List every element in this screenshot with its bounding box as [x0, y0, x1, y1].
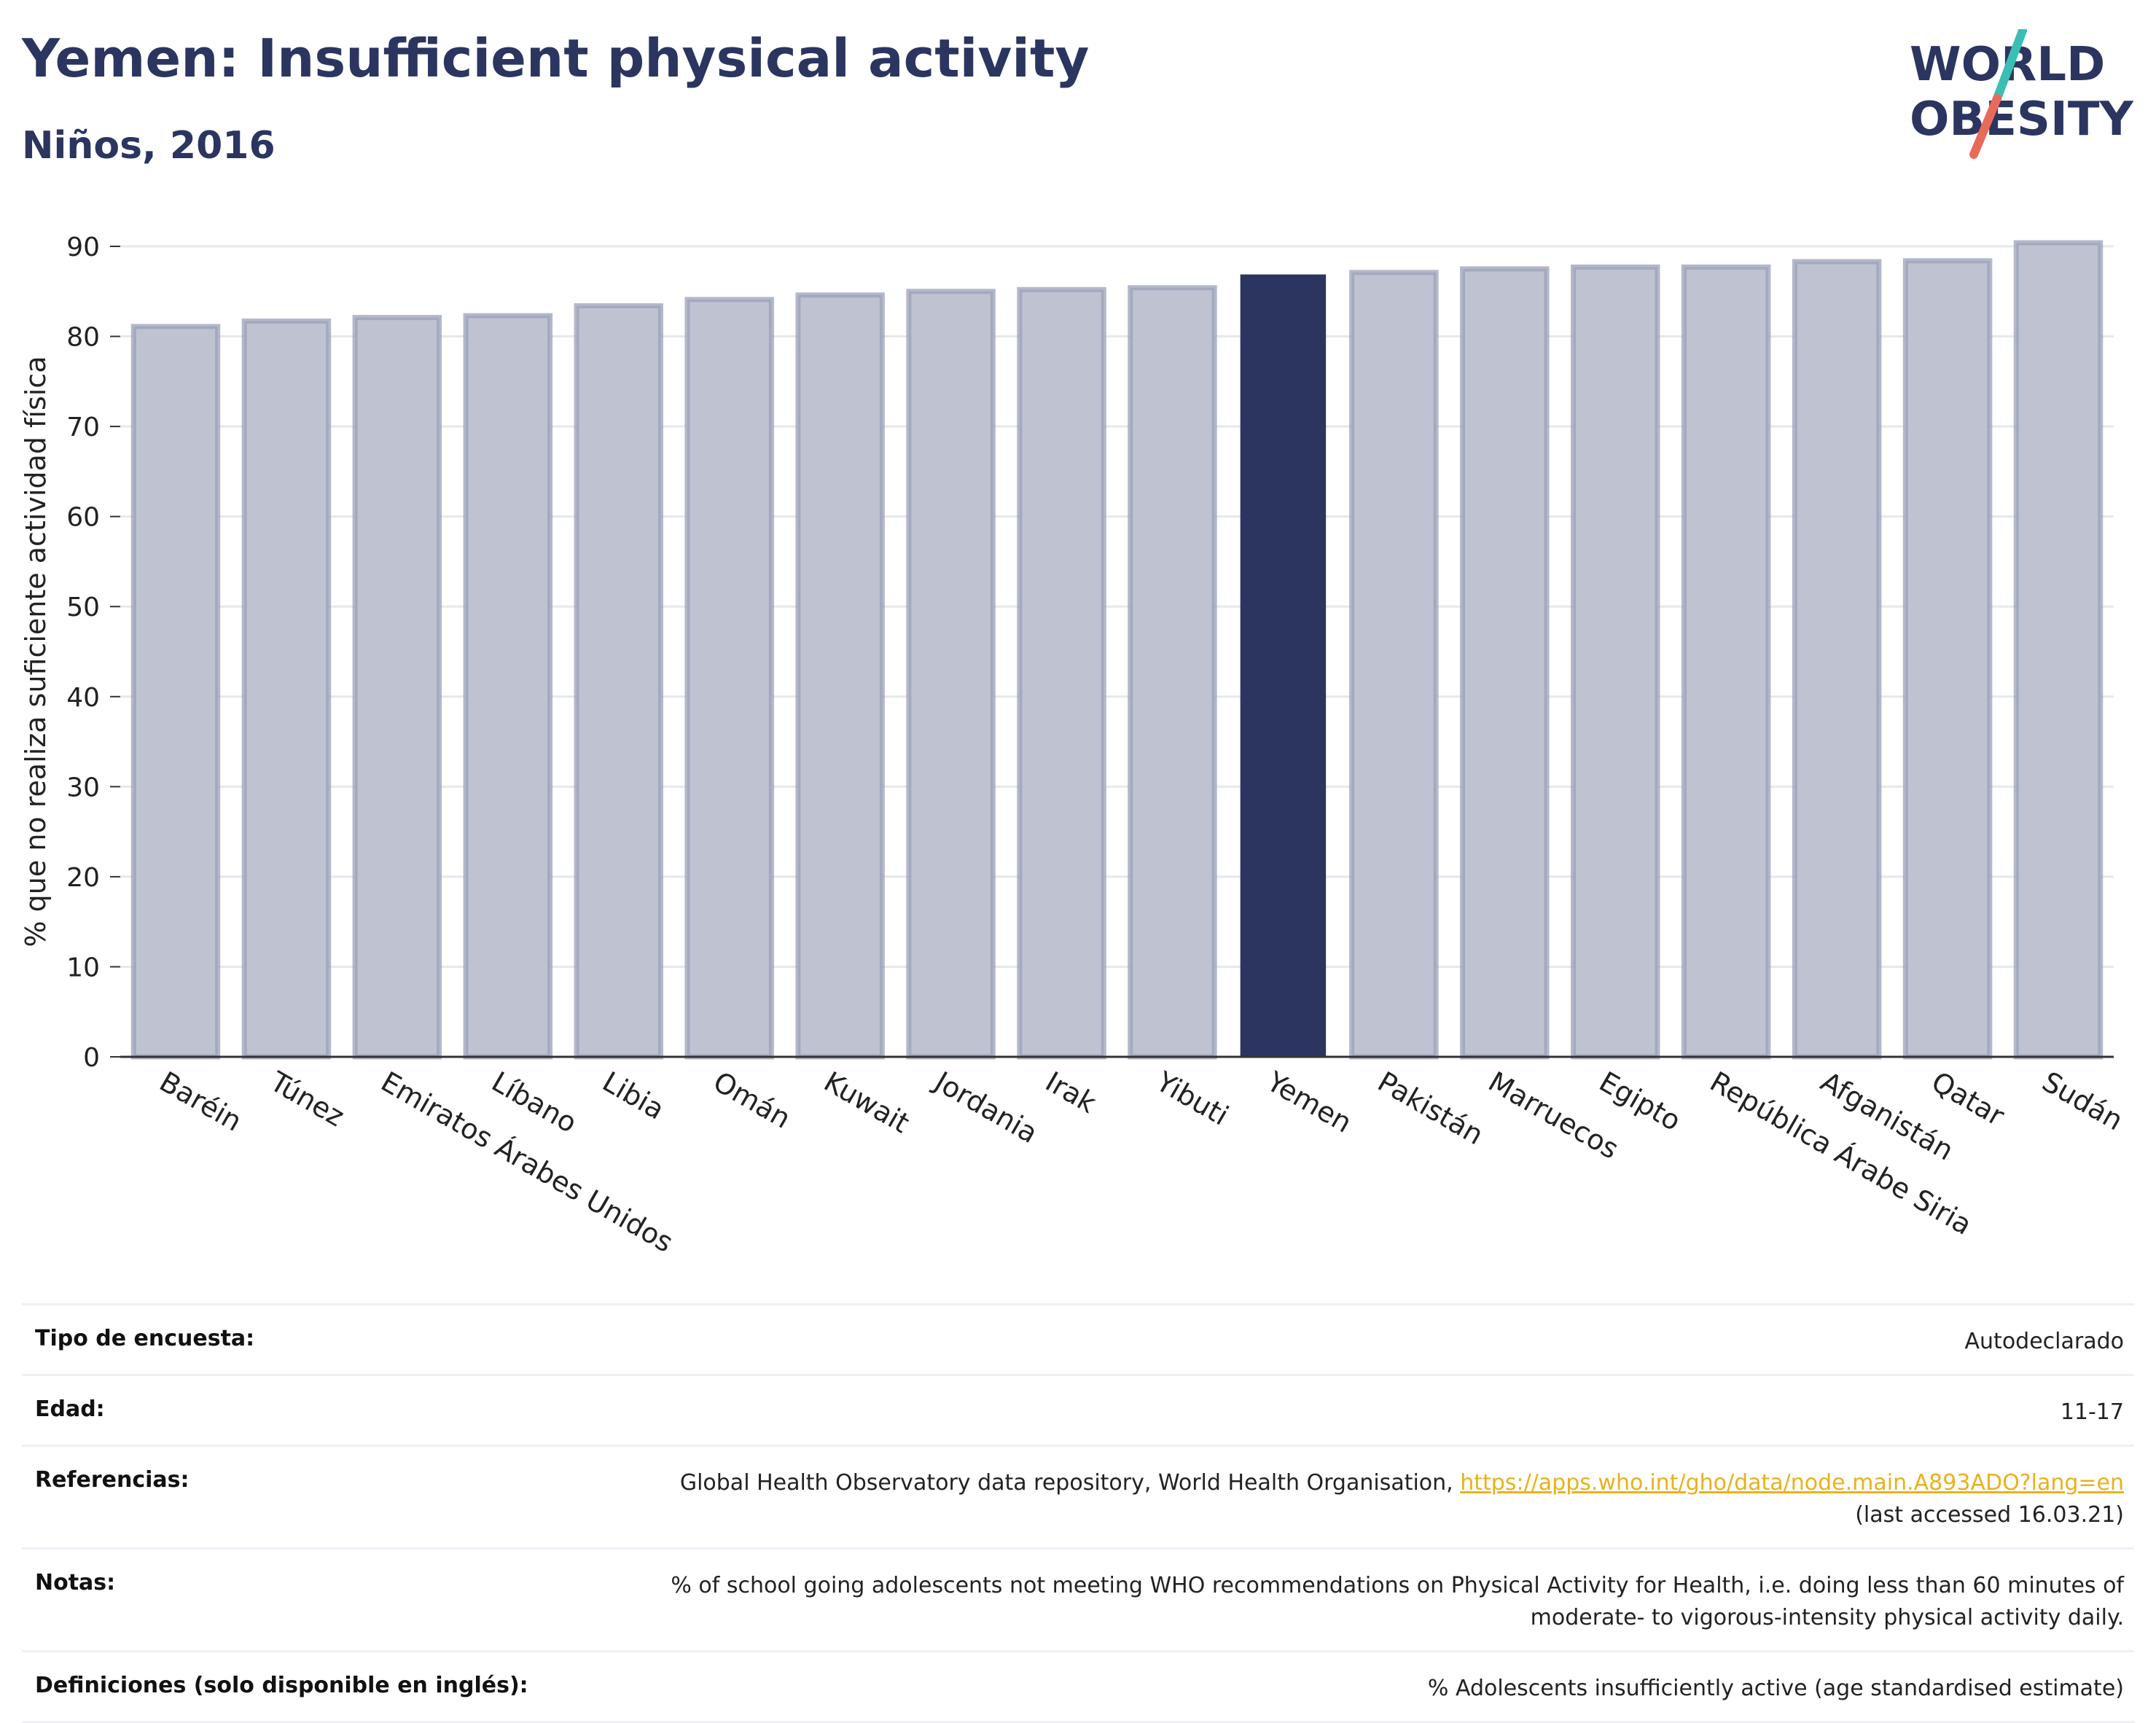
grid-lines [120, 245, 2114, 968]
page-title: Yemen: Insufficient physical activity [22, 28, 1090, 89]
bar-túnez [241, 319, 332, 1060]
bar-república-árabe-siria [1681, 264, 1771, 1060]
bar-egipto [1571, 264, 1660, 1060]
x-tick-label: Omán [708, 1066, 796, 1135]
info-label: Referencias: [35, 1467, 190, 1493]
x-tick-label: Yibuti [1150, 1065, 1234, 1132]
reference-link[interactable]: https://apps.who.int/gho/data/node.main.… [1460, 1470, 2124, 1496]
info-value: 11-17 [2061, 1396, 2134, 1429]
y-axis-label: % que no realiza suficiente actividad fí… [20, 356, 52, 948]
bar-libia [574, 303, 663, 1060]
info-value-text: Autodeclarado [1964, 1329, 2124, 1354]
bar-emiratos-árabes-unidos [352, 315, 442, 1060]
info-row: Referencias: Global Health Observatory da… [22, 1445, 2134, 1547]
info-row: Notas: % of school going adolescents not … [22, 1547, 2134, 1650]
info-value-text: % of school going adolescents not meetin… [671, 1573, 2124, 1630]
bars [130, 240, 2104, 1060]
x-tick-label: Kuwait [819, 1066, 915, 1140]
info-value: % Adolescents insufficiently active (age… [1428, 1673, 2134, 1705]
x-tick-label: Túnez [265, 1065, 350, 1133]
bar-pakistán [1349, 270, 1439, 1060]
info-label: Notas: [35, 1570, 116, 1595]
info-table: Tipo de encuesta: Autodeclarado Edad: 11-17… [22, 1303, 2134, 1723]
bar-baréin [130, 324, 221, 1060]
logo-slash-red [1969, 94, 2001, 159]
x-tick-label: Qatar [1926, 1066, 2010, 1133]
y-tick-label: 30 [66, 773, 100, 802]
bar-qatar [1902, 258, 1993, 1060]
bar-afganistán [1792, 259, 1882, 1060]
y-tick-label: 90 [66, 233, 100, 262]
x-tick-label: Egipto [1594, 1066, 1687, 1138]
logo-slash-teal [1993, 29, 2027, 103]
info-value: Autodeclarado [1965, 1326, 2134, 1358]
y-tick-label: 40 [66, 683, 100, 713]
info-value-note: (last accessed 16.03.21) [1855, 1502, 2124, 1528]
y-tick-label: 0 [83, 1043, 100, 1073]
y-tick-label: 10 [66, 953, 100, 982]
bar-líbano [463, 313, 553, 1060]
x-tick-label: Yemen [1261, 1065, 1357, 1139]
bar-sudán [2013, 240, 2104, 1060]
y-tick-label: 50 [66, 593, 100, 622]
bar-yibuti [1128, 285, 1217, 1060]
info-label: Edad: [35, 1396, 105, 1422]
x-tick-label: Pakistán [1372, 1066, 1489, 1152]
info-value: Global Health Observatory data repositor… [680, 1467, 2134, 1531]
y-tick-label: 20 [66, 863, 100, 893]
bar-kuwait [795, 292, 885, 1060]
bar-jordania [906, 289, 996, 1060]
bar-yemen [1240, 274, 1327, 1058]
info-value-text: % Adolescents insufficiently active (age… [1427, 1676, 2124, 1701]
x-tick-label: Libia [597, 1066, 670, 1126]
info-value-text: 11-17 [2060, 1399, 2124, 1425]
info-row: Tipo de encuesta: Autodeclarado [22, 1303, 2134, 1374]
info-row: Edad: 11-17 [22, 1374, 2134, 1445]
y-tick-label: 60 [66, 503, 100, 533]
info-label: Tipo de encuesta: [35, 1326, 255, 1351]
y-tick-label: 70 [66, 413, 100, 442]
page-subtitle: Niños, 2016 [22, 124, 276, 168]
bar-omán [684, 297, 774, 1060]
y-tick-label: 80 [66, 323, 100, 353]
x-tick-label: Jordania [928, 1065, 1043, 1149]
world-obesity-logo: WORLD OBESITY [1910, 29, 2133, 159]
info-label: Definiciones (solo disponible en inglés)… [35, 1673, 528, 1698]
x-tick-label: Sudán [2037, 1066, 2129, 1137]
y-tick-labels: 0 10 20 30 40 50 60 70 80 90 [66, 233, 120, 1073]
info-value-text: Global Health Observatory data repositor… [679, 1470, 1453, 1496]
x-tick-label: Irak [1040, 1066, 1101, 1120]
bar-irak [1017, 286, 1106, 1060]
x-tick-label: Baréin [154, 1066, 247, 1138]
logo-text-obesity: OBESITY [1910, 93, 2133, 146]
bar-marruecos [1460, 266, 1550, 1060]
info-value: % of school going adolescents not meetin… [593, 1570, 2134, 1634]
info-row: Definiciones (solo disponible en inglés)… [22, 1650, 2134, 1723]
